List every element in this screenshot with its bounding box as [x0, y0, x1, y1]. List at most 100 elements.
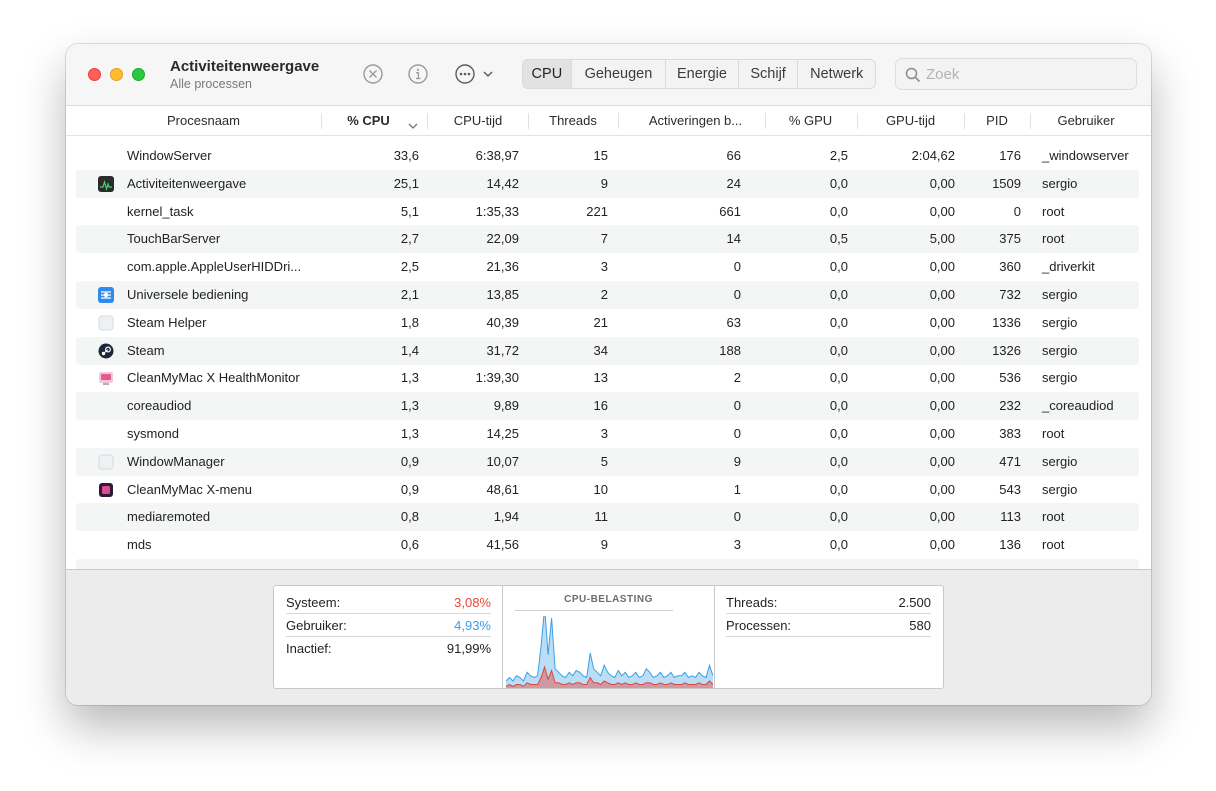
cell-wakeups: 24: [726, 175, 741, 191]
cell-cpu: 1,8: [400, 314, 419, 330]
cell-gpu-time: 5,00: [929, 231, 955, 247]
stat-value-processes: 580: [909, 618, 931, 633]
table-row-partial[interactable]: [76, 559, 1139, 569]
cleanmymac-menu-icon: [98, 482, 114, 498]
cell-cpu-time: 1,94: [493, 509, 519, 525]
tab-cpu[interactable]: CPU: [523, 60, 572, 88]
column-header-cpu-time[interactable]: CPU-tijd: [453, 113, 503, 128]
cell-gpu-time: 0,00: [929, 426, 955, 441]
cell-cpu-time: 13,85: [486, 287, 519, 302]
cell-cpu-time: 48,61: [486, 481, 519, 497]
cell-gpu-time: 0,00: [929, 314, 955, 330]
table-row[interactable]: WindowServer 33,6 6:38,97 15 66 2,5 2:04,62 176…: [76, 142, 1139, 170]
minimize-window-button[interactable]: [110, 68, 123, 81]
cell-process-name: CleanMyMac X-menu: [127, 481, 252, 497]
cell-process-name: sysmond: [127, 426, 180, 441]
table-row[interactable]: CleanMyMac X HealthMonitor 1,3 1:39,30 13 2 0…: [76, 364, 1139, 392]
system-load-line: [506, 665, 713, 687]
cpu-stats-box: Systeem: 3,08% Gebruiker: 4,93% Inactief…: [273, 585, 944, 689]
table-row[interactable]: com.apple.AppleUserHIDDri... 2,5 21,36 3 0 0,…: [76, 253, 1139, 281]
column-header-gpu[interactable]: % GPU: [788, 113, 833, 128]
cpu-load-chart: [506, 616, 713, 688]
search-input[interactable]: [926, 64, 1126, 84]
tab-network[interactable]: Netwerk: [810, 66, 864, 82]
cell-gpu-time: 0,00: [929, 481, 955, 497]
cell-pid: 543: [999, 481, 1021, 497]
table-row[interactable]: sysmond 1,3 14,25 3 0 0,0 0,00 383 root: [76, 420, 1139, 448]
cell-gpu-time: 0,00: [929, 287, 955, 302]
cell-threads: 9: [600, 537, 608, 553]
cell-user: sergio: [1042, 175, 1078, 191]
activity-monitor-window: Activiteitenweergave Alle processen CPU …: [66, 44, 1151, 705]
cell-threads: 3: [600, 426, 608, 441]
table-row[interactable]: TouchBarServer 2,7 22,09 7 14 0,5 5,00 375 root: [76, 225, 1139, 254]
table-row[interactable]: coreaudiod 1,3 9,89 16 0 0,0 0,00 232 _coreaudio…: [76, 392, 1139, 421]
column-header-process-name[interactable]: Procesnaam: [167, 113, 240, 128]
cell-pid: 232: [999, 398, 1021, 414]
table-header: Procesnaam % CPU CPU-tijd Threads Active…: [66, 106, 1151, 136]
column-divider: [765, 113, 766, 129]
graph-title: CPU-BELASTING: [564, 594, 653, 605]
cell-wakeups: 66: [726, 148, 741, 163]
cell-cpu-time: 31,72: [486, 342, 519, 358]
cell-process-name: Steam Helper: [127, 314, 207, 330]
cell-gpu: 0,0: [829, 537, 848, 553]
cell-gpu-time: 0,00: [929, 370, 955, 386]
stat-value-threads: 2.500: [898, 595, 931, 610]
cell-gpu: 0,0: [829, 259, 848, 275]
cell-wakeups: 14: [726, 231, 741, 247]
cell-threads: 10: [593, 481, 608, 497]
stat-label: Processen:: [726, 618, 792, 633]
column-header-gpu-time[interactable]: GPU-tijd: [885, 113, 936, 128]
table-row[interactable]: kernel_task 5,1 1:35,33 221 661 0,0 0,00 0 root: [76, 198, 1139, 226]
table-row[interactable]: Steam 1,4 31,72 34 188 0,0 0,00 1326 sergio: [76, 336, 1139, 365]
cell-pid: 1326: [992, 342, 1021, 358]
zoom-window-button[interactable]: [132, 68, 145, 81]
cleanmymac-healthmonitor-icon: [98, 370, 114, 386]
window-subtitle: Alle processen: [170, 77, 252, 91]
table-row[interactable]: Universele bediening 2,1 13,85 2 0 0,0 0,00 732…: [76, 281, 1139, 309]
cell-threads: 34: [593, 342, 608, 358]
stop-process-icon[interactable]: [362, 63, 384, 85]
cell-cpu-time: 14,42: [486, 175, 519, 191]
table-row[interactable]: mds 0,6 41,56 9 3 0,0 0,00 136 root: [76, 531, 1139, 559]
table-row[interactable]: Steam Helper 1,8 40,39 21 63 0,0 0,00 1336 sergi…: [76, 309, 1139, 337]
search-field[interactable]: [895, 58, 1137, 90]
sort-descending-icon[interactable]: [408, 117, 418, 129]
tab-memory[interactable]: Geheugen: [572, 60, 667, 88]
cell-cpu-time: 9,89: [493, 398, 519, 414]
cell-cpu: 0,9: [400, 481, 419, 497]
cell-process-name: Universele bediening: [127, 287, 249, 302]
close-window-button[interactable]: [88, 68, 101, 81]
info-icon[interactable]: [407, 63, 429, 85]
cell-gpu: 0,0: [829, 426, 848, 441]
tab-disk[interactable]: Schijf: [739, 60, 799, 88]
column-divider: [427, 113, 428, 129]
cell-user: sergio: [1042, 314, 1078, 330]
column-header-cpu[interactable]: % CPU: [347, 113, 390, 128]
cell-threads: 221: [586, 203, 608, 219]
column-divider: [964, 113, 965, 129]
column-header-pid[interactable]: PID: [986, 113, 1008, 128]
table-row[interactable]: WindowManager 0,9 10,07 5 9 0,0 0,00 471 sergio: [76, 447, 1139, 476]
stat-label: Threads:: [726, 595, 778, 610]
column-header-wakeups[interactable]: Activeringen b...: [648, 113, 743, 128]
user-load-line: [506, 616, 713, 682]
cell-threads: 3: [600, 259, 608, 275]
tab-energy[interactable]: Energie: [666, 60, 739, 88]
cell-gpu: 0,0: [829, 370, 848, 386]
cell-wakeups: 0: [733, 259, 741, 275]
stat-idle: Inactief: 91,99%: [286, 638, 491, 660]
cell-cpu-time: 21,36: [486, 259, 519, 275]
column-header-threads[interactable]: Threads: [549, 113, 597, 128]
cell-pid: 1509: [992, 175, 1021, 191]
cell-cpu-time: 41,56: [486, 537, 519, 553]
cell-cpu-time: 6:38,97: [475, 148, 519, 163]
table-row[interactable]: CleanMyMac X-menu 0,9 48,61 10 1 0,0 0,00 543 se…: [76, 476, 1139, 504]
table-row[interactable]: Activiteitenweergave 25,1 14,42 9 24 0,0 0,00 1…: [76, 169, 1139, 198]
cell-cpu: 0,8: [400, 509, 419, 525]
table-row[interactable]: mediaremoted 0,8 1,94 11 0 0,0 0,00 113 root: [76, 503, 1139, 532]
more-actions-icon[interactable]: [454, 63, 496, 85]
column-header-user[interactable]: Gebruiker: [1057, 113, 1115, 128]
cell-user: root: [1042, 231, 1065, 247]
